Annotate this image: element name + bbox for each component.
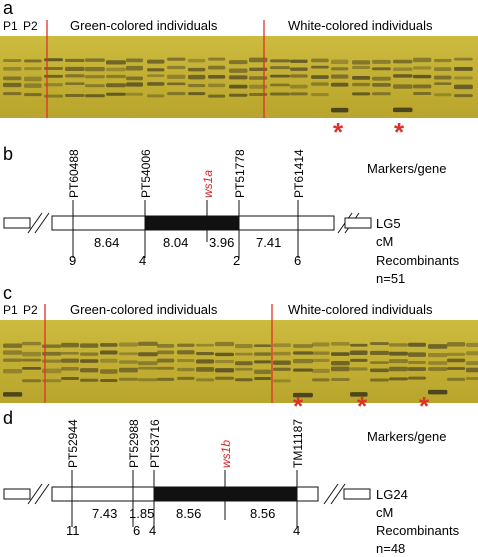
panel-c-asterisk-2: *: [357, 391, 368, 421]
lg5-marker-pt54006: PT54006: [139, 149, 153, 198]
panel-b-header: Markers/gene: [367, 161, 446, 176]
panel-a-lane-p2: P2: [23, 19, 38, 33]
lg24-distance-1: 7.43: [92, 506, 117, 521]
panel-b-letter: b: [3, 144, 13, 164]
gel-image-a: [0, 20, 478, 118]
lg24-recomb-2: 6: [133, 523, 140, 538]
lg24-n: n=48: [376, 541, 405, 556]
lg5-gene-ws1a: ws1a: [201, 170, 215, 198]
linkage-map-lg24: [3, 470, 371, 527]
lg5-distance-4: 7.41: [256, 235, 281, 250]
lg5-recomb-4: 6: [294, 253, 301, 268]
panel-d-header: Markers/gene: [367, 429, 446, 444]
panel-a-group-white: White-colored individuals: [288, 18, 433, 33]
lg5-recomb-2: 4: [139, 253, 146, 268]
panel-c-letter: c: [3, 283, 12, 303]
panel-d-letter: d: [3, 408, 13, 428]
panel-c-group-white: White-colored individuals: [288, 302, 433, 317]
lg5-marker-pt61414: PT61414: [292, 149, 306, 198]
lg5-distance-3: 3.96: [209, 235, 234, 250]
lg5-unit: cM: [376, 234, 393, 249]
lg24-recomb-4: 4: [293, 523, 300, 538]
panel-c-lane-p1: P1: [3, 303, 18, 317]
lg24-marker-pt52988: PT52988: [127, 419, 141, 468]
linkage-map-lg5: [3, 200, 372, 258]
panel-a-letter: a: [3, 0, 14, 18]
lg24-label: LG24: [376, 487, 408, 502]
lg5-distance-2: 8.04: [163, 235, 188, 250]
lg5-recomb-3: 2: [233, 253, 240, 268]
lg24-marker-pt53716: PT53716: [148, 419, 162, 468]
lg24-gene-ws1b: ws1b: [219, 440, 233, 468]
panel-a-asterisk-1: *: [333, 117, 344, 147]
gel-image-c: [0, 304, 478, 403]
panel-a-group-green: Green-colored individuals: [70, 18, 218, 33]
lg5-marker-pt51778: PT51778: [233, 149, 247, 198]
lg24-marker-pt52944: PT52944: [66, 419, 80, 468]
lg5-label: LG5: [376, 216, 401, 231]
lg24-distance-2: 1.85: [129, 506, 154, 521]
lg5-marker-pt60488: PT60488: [67, 149, 81, 198]
panel-a-asterisk-2: *: [394, 117, 405, 147]
lg5-recomb-1: 9: [69, 253, 76, 268]
lg5-black-segment: [145, 216, 239, 230]
lg24-distance-3: 8.56: [176, 506, 201, 521]
lg5-recomb-label: Recombinants: [376, 253, 460, 268]
panel-c-group-green: Green-colored individuals: [70, 302, 218, 317]
lg24-recomb-1: 11: [66, 523, 80, 538]
panel-c-lane-p2: P2: [23, 303, 38, 317]
panel-c-asterisk-3: *: [419, 391, 430, 421]
lg24-recomb-label: Recombinants: [376, 523, 460, 538]
panel-c-asterisk-1: *: [293, 391, 304, 421]
lg24-unit: cM: [376, 505, 393, 520]
lg24-distance-4: 8.56: [250, 506, 275, 521]
lg5-n: n=51: [376, 271, 405, 286]
panel-a-lane-p1: P1: [3, 19, 18, 33]
lg5-distance-1: 8.64: [94, 235, 119, 250]
lg24-recomb-3: 4: [149, 523, 156, 538]
lg24-marker-tm11187: TM11187: [291, 419, 305, 468]
